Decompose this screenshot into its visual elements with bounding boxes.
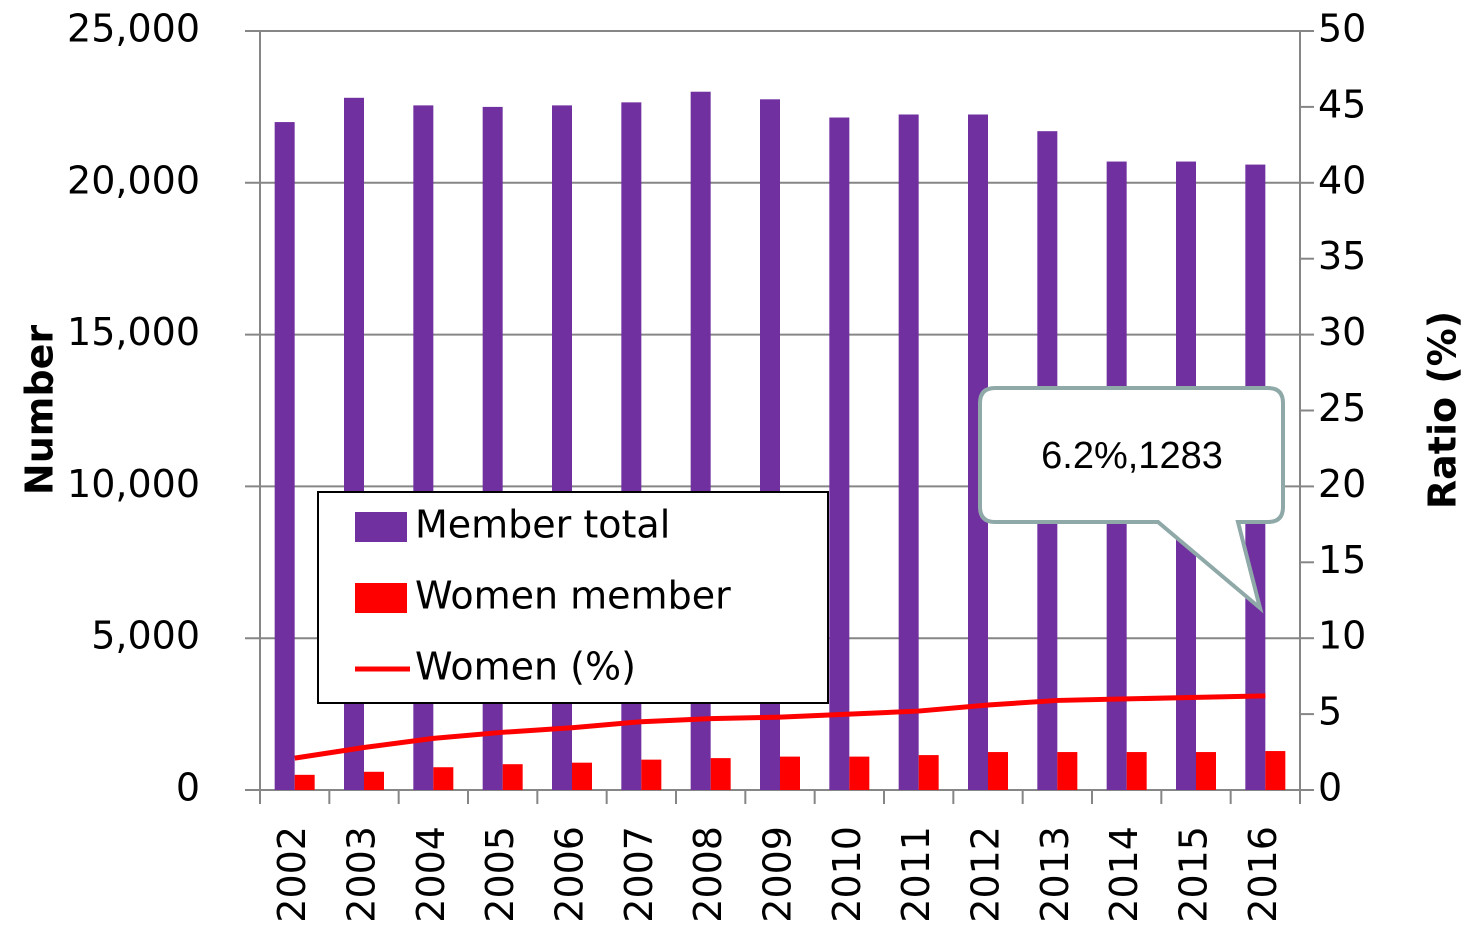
legend-swatch [355, 583, 407, 613]
bar [780, 756, 800, 790]
y2-tick-label: 15 [1318, 538, 1366, 582]
legend-label: Women (%) [415, 645, 636, 689]
y-tick-label: 25,000 [67, 7, 200, 51]
bar [294, 774, 315, 790]
bar [1057, 752, 1078, 790]
bar [572, 762, 592, 790]
x-tick-label: 2014 [1102, 826, 1146, 923]
y2-tick-label: 45 [1318, 82, 1366, 126]
callout [978, 386, 1285, 614]
y-tick-label: 10,000 [67, 462, 200, 506]
bar [710, 758, 731, 790]
bar [641, 759, 662, 790]
x-tick-label: 2002 [270, 826, 314, 923]
y-axis-title: Number [18, 325, 62, 495]
x-tick-label: 2016 [1241, 826, 1285, 923]
bar [1126, 752, 1147, 790]
line [294, 693, 1266, 761]
x-tick-label: 2006 [548, 826, 592, 923]
x-tick-label: 2003 [340, 826, 384, 923]
y-tick-label: 20,000 [67, 158, 200, 202]
y2-tick-label: 50 [1318, 7, 1366, 51]
y2-tick-label: 0 [1318, 766, 1342, 810]
bar [274, 122, 295, 790]
x-tick-label: 2008 [686, 826, 730, 923]
x-tick-label: 2010 [825, 826, 869, 923]
bar [918, 755, 939, 790]
y2-tick-label: 30 [1318, 310, 1366, 354]
annotation: 6.2%,1283 [1041, 435, 1223, 477]
bar [898, 114, 919, 791]
bar [502, 764, 523, 790]
y2-axis-title: Ratio (%) [1421, 311, 1465, 509]
y-tick-label: 5,000 [91, 614, 200, 658]
y2-tick-label: 40 [1318, 158, 1366, 202]
y2-tick-label: 25 [1318, 386, 1366, 430]
x-tick-label: 2015 [1172, 826, 1216, 923]
y2-tick-label: 35 [1318, 234, 1366, 278]
bar [433, 767, 454, 790]
legend-swatch [355, 512, 407, 542]
bar [849, 756, 870, 790]
y2-tick-label: 20 [1318, 462, 1366, 506]
x-tick-label: 2011 [894, 826, 938, 923]
x-tick-label: 2005 [478, 826, 522, 923]
legend-label: Women member [415, 574, 731, 618]
y2-tick-label: 10 [1318, 614, 1366, 658]
y-tick-label: 15,000 [67, 310, 200, 354]
bar [988, 752, 1008, 790]
bar [829, 117, 850, 790]
y-tick-label: 0 [176, 766, 200, 810]
x-tick-label: 2013 [1033, 826, 1077, 923]
x-tick-label: 2004 [409, 826, 453, 923]
x-tick-label: 2009 [756, 826, 800, 923]
bar [1265, 751, 1286, 790]
x-tick-label: 2012 [964, 826, 1008, 923]
bar [1196, 752, 1216, 790]
legend-label: Member total [415, 503, 670, 547]
x-tick-label: 2007 [617, 826, 661, 923]
bar [364, 771, 384, 790]
y2-tick-label: 5 [1318, 690, 1342, 734]
